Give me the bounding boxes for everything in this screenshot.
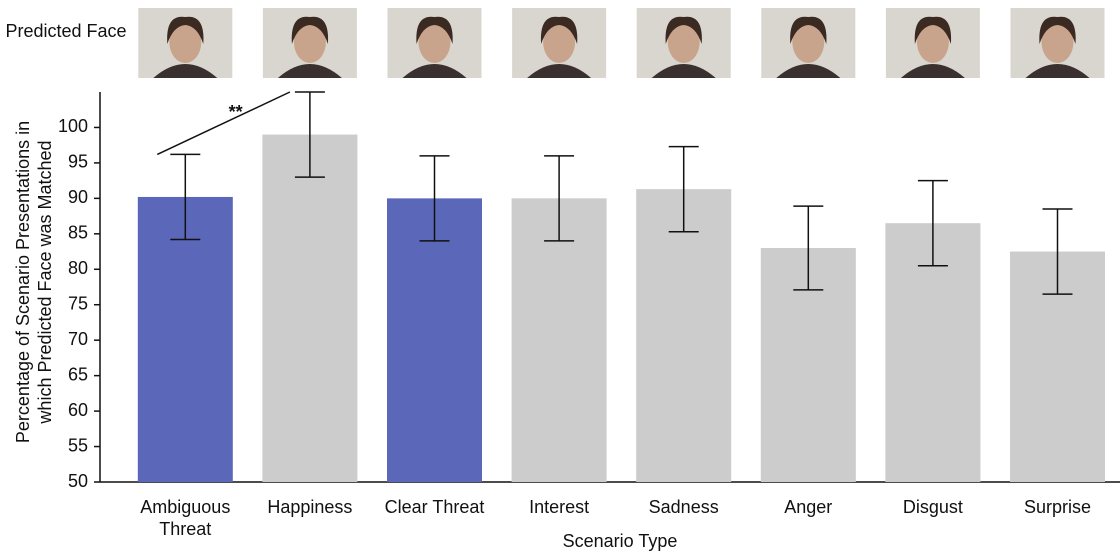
page: Predicted Face Scenario Type Percentage … xyxy=(0,0,1120,556)
y-tick-label: 55 xyxy=(68,435,88,455)
x-tick-label: Surprise xyxy=(1024,497,1091,517)
x-axis-title: Scenario Type xyxy=(563,531,678,551)
chart: Predicted Face Scenario Type Percentage … xyxy=(0,0,1120,556)
x-tick-label: Disgust xyxy=(903,497,963,517)
x-tick-label: Happiness xyxy=(267,497,352,517)
y-tick-label: 95 xyxy=(68,152,88,172)
y-axis-title: Percentage of Scenario Presentations in xyxy=(13,121,33,443)
y-tick-label: 50 xyxy=(68,471,88,491)
y-tick-label: 85 xyxy=(68,223,88,243)
y-tick-label: 60 xyxy=(68,400,88,420)
x-tick-label: Sadness xyxy=(649,497,719,517)
y-tick-label: 90 xyxy=(68,187,88,207)
y-tick-label: 75 xyxy=(68,293,88,313)
x-tick-label: Clear Threat xyxy=(385,497,485,517)
y-tick-label: 70 xyxy=(68,329,88,349)
y-tick-label: 100 xyxy=(58,116,88,136)
y-tick-label: 65 xyxy=(68,364,88,384)
y-axis-title: which Predicted Face was Matched xyxy=(35,140,55,424)
y-tick-label: 80 xyxy=(68,258,88,278)
x-tick-label: Anger xyxy=(784,497,832,517)
bar xyxy=(636,189,731,482)
bar xyxy=(262,135,357,482)
x-tick-label: Interest xyxy=(529,497,589,517)
significance-label: ** xyxy=(229,102,243,122)
image-row-label: Predicted Face xyxy=(5,21,126,41)
